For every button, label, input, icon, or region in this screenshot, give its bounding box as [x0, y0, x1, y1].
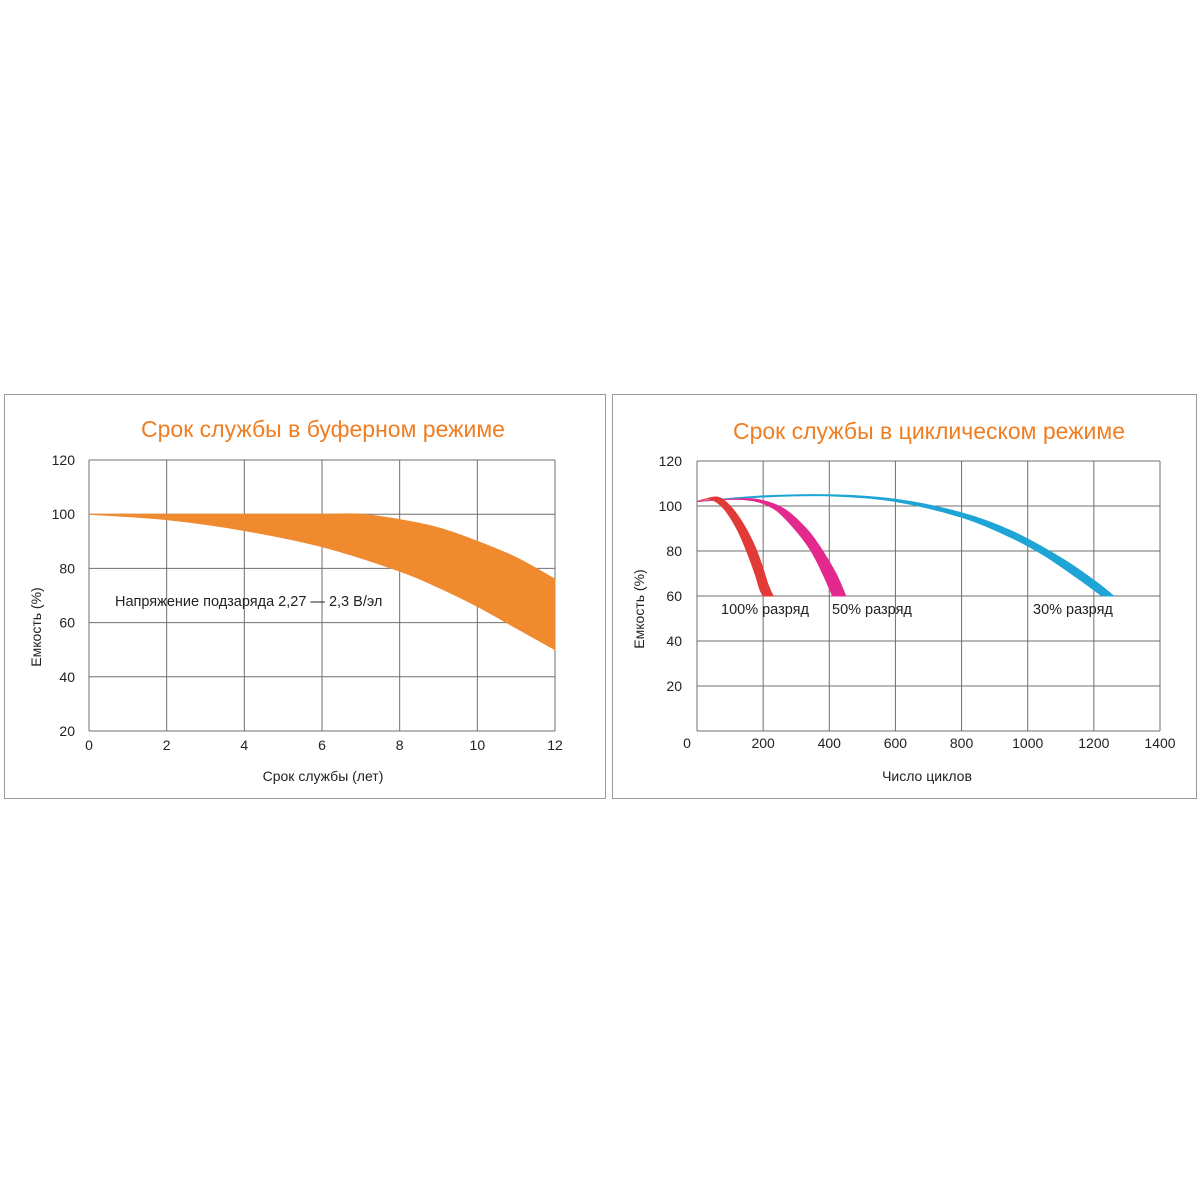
y-tick-label: 60	[666, 588, 682, 604]
series-label: 30% разряд	[1033, 602, 1113, 618]
x-tick-label: 1000	[1012, 735, 1043, 751]
capacity-band	[696, 494, 1116, 597]
chart-title: Срок службы в буферном режиме	[141, 416, 505, 442]
x-tick-label: 10	[470, 737, 486, 753]
x-axis-label: Срок службы (лет)	[263, 768, 384, 784]
series-label: 50% разряд	[832, 602, 912, 618]
x-tick-label: 400	[818, 735, 842, 751]
chart-float: Срок службы в буферном режиме Напряжение…	[28, 416, 563, 784]
x-tick-label: 1400	[1144, 735, 1175, 751]
capacity-band	[696, 498, 847, 597]
y-tick-label: 120	[659, 453, 683, 469]
x-tick-label: 0	[683, 735, 691, 751]
y-tick-label: 60	[59, 615, 75, 631]
y-axis-label: Емкость (%)	[28, 587, 44, 666]
chart-annotation: Напряжение подзаряда 2,27 — 2,3 В/эл	[115, 594, 382, 610]
x-tick-label: 8	[396, 737, 404, 753]
x-tick-label: 12	[547, 737, 563, 753]
capacity-band	[88, 513, 556, 651]
chart-title: Срок службы в циклическом режиме	[733, 418, 1125, 444]
y-axis-label: Емкость (%)	[631, 569, 647, 648]
x-axis-label: Число циклов	[882, 768, 972, 784]
y-tick-label: 20	[59, 723, 75, 739]
chart-panel-cyclic: Срок службы в циклическом режиме 100% ра…	[612, 394, 1197, 799]
series-label: 100% разряд	[721, 602, 809, 618]
x-tick-label: 800	[950, 735, 974, 751]
x-tick-label: 2	[163, 737, 171, 753]
y-tick-label: 120	[52, 452, 76, 468]
y-tick-label: 80	[666, 543, 682, 559]
x-tick-label: 200	[751, 735, 775, 751]
y-tick-label: 80	[59, 560, 75, 576]
x-tick-label: 600	[884, 735, 908, 751]
x-tick-label: 4	[240, 737, 248, 753]
x-tick-label: 1200	[1078, 735, 1109, 751]
y-tick-label: 100	[659, 498, 683, 514]
chart-cyclic: Срок службы в циклическом режиме 100% ра…	[631, 418, 1176, 784]
capacity-band	[696, 496, 774, 597]
y-tick-label: 100	[52, 506, 76, 522]
y-tick-label: 20	[666, 678, 682, 694]
y-tick-label: 40	[59, 669, 75, 685]
y-tick-label: 40	[666, 633, 682, 649]
x-tick-label: 6	[318, 737, 326, 753]
x-tick-label: 0	[85, 737, 93, 753]
chart-panel-float: Срок службы в буферном режиме Напряжение…	[4, 394, 606, 799]
